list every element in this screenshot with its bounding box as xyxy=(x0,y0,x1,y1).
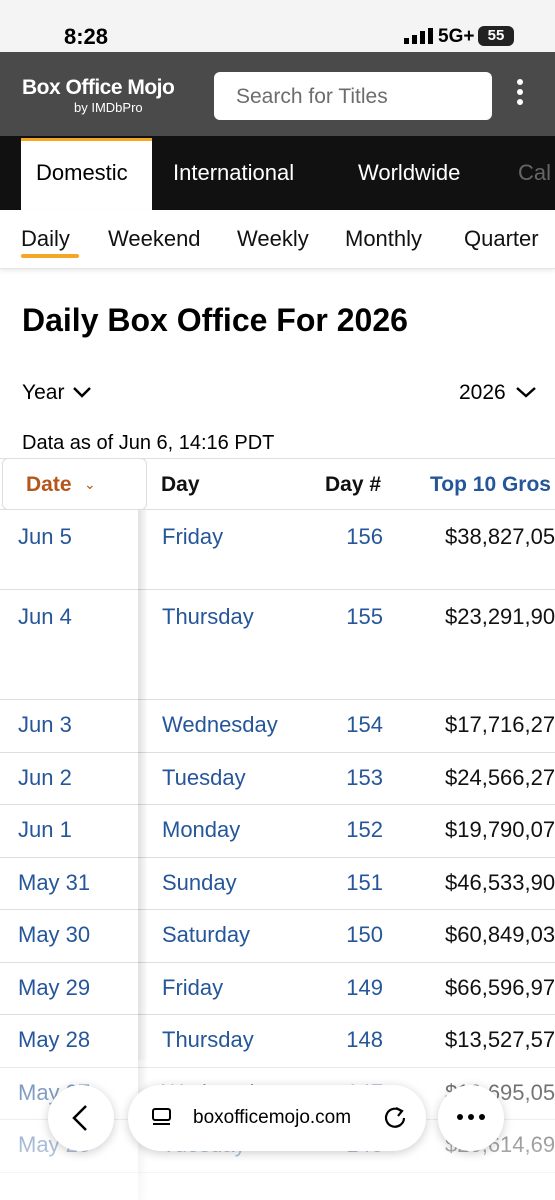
gross-cell: $13,527,57 xyxy=(445,1027,555,1052)
search-placeholder: Search for Titles xyxy=(236,85,388,108)
gross-cell: $23,291,90 xyxy=(445,604,555,629)
day-number-cell[interactable]: 148 xyxy=(346,1027,383,1052)
day-cell[interactable]: Thursday xyxy=(162,604,254,629)
status-bar xyxy=(0,0,555,52)
time: 8:28 xyxy=(64,24,109,49)
day-cell[interactable]: Friday xyxy=(162,974,224,1000)
signal-icon xyxy=(404,28,433,44)
chevron xyxy=(73,387,91,398)
date-cell[interactable]: Jun 4 xyxy=(18,604,72,629)
subtab[interactable]: Daily xyxy=(21,226,70,251)
day-number-cell[interactable]: 150 xyxy=(346,922,383,947)
gross-cell: $38,827,05 xyxy=(445,524,555,549)
day-cell[interactable]: Saturday xyxy=(162,922,251,947)
network: 5G+ xyxy=(438,26,475,47)
page-title: Daily Box Office For 2026 xyxy=(22,302,408,338)
column-header[interactable]: Day # xyxy=(325,473,382,496)
tab[interactable]: Cal xyxy=(518,160,552,185)
filter-label[interactable]: Year xyxy=(22,381,65,404)
tab[interactable]: International xyxy=(173,160,295,185)
date-cell[interactable]: May 30 xyxy=(18,922,91,947)
url: boxofficemojo.com xyxy=(193,1107,352,1128)
tabs-icon xyxy=(152,1108,171,1125)
column-header[interactable]: Date xyxy=(26,473,72,496)
day-number-cell[interactable]: 153 xyxy=(346,764,383,790)
battery: 55 xyxy=(478,26,514,46)
date-cell[interactable]: Jun 2 xyxy=(18,764,72,790)
date-cell[interactable]: May 29 xyxy=(18,974,91,1000)
day-cell[interactable]: Tuesday xyxy=(162,764,246,790)
row-border xyxy=(0,751,555,753)
column-header[interactable]: Day xyxy=(161,473,200,496)
active-tab xyxy=(21,138,152,210)
subtab-underline xyxy=(21,254,79,258)
url-pill[interactable] xyxy=(128,1085,426,1151)
subtab[interactable]: Monthly xyxy=(345,226,423,251)
data-note: Data as of Jun 6, 14:16 PDT xyxy=(22,432,275,454)
sort-icon: ⌄ xyxy=(84,476,96,492)
more-icon xyxy=(457,1114,485,1120)
date-header-box xyxy=(2,458,147,510)
subtab[interactable]: Weekly xyxy=(237,226,309,251)
day-number-cell[interactable]: 151 xyxy=(346,869,383,895)
row-border xyxy=(0,961,555,963)
row-border xyxy=(0,589,555,590)
subtab[interactable]: Weekend xyxy=(108,226,201,251)
day-number-cell[interactable]: 156 xyxy=(346,524,383,549)
logo-sub: by IMDbPro xyxy=(74,100,143,115)
date-cell[interactable]: Jun 3 xyxy=(18,712,72,737)
tab[interactable]: Worldwide xyxy=(358,160,461,185)
day-cell[interactable]: Thursday xyxy=(162,1027,254,1052)
menu-icon[interactable] xyxy=(514,78,526,106)
day-number-cell[interactable]: 149 xyxy=(346,974,383,1000)
row-border xyxy=(0,856,555,858)
gross-cell: $17,716,27 xyxy=(445,712,555,737)
row-border xyxy=(0,804,555,805)
day-cell[interactable]: Sunday xyxy=(162,869,237,895)
date-cell[interactable]: May 31 xyxy=(18,869,91,895)
day-number-cell[interactable]: 155 xyxy=(346,604,383,629)
gross-cell: $19,790,07 xyxy=(445,817,555,842)
reload-icon[interactable] xyxy=(382,1105,408,1131)
back-icon xyxy=(72,1105,87,1131)
gross-cell: $24,566,27 xyxy=(445,764,555,790)
logo[interactable]: Box Office Mojo xyxy=(22,76,175,99)
date-cell[interactable]: Jun 1 xyxy=(18,817,72,842)
gross-cell: $60,849,03 xyxy=(445,922,555,947)
gross-cell: $66,596,97 xyxy=(445,974,555,1000)
day-number-cell[interactable]: 152 xyxy=(346,817,383,842)
subtab-bar xyxy=(0,210,555,269)
day-number-cell[interactable]: 154 xyxy=(346,712,383,737)
filter-value[interactable]: 2026 xyxy=(459,381,506,404)
day-cell[interactable]: Friday xyxy=(162,524,224,549)
row-border xyxy=(0,699,555,700)
sticky-column-shadow xyxy=(138,510,148,1200)
day-cell[interactable]: Monday xyxy=(162,817,241,842)
date-cell[interactable]: May 28 xyxy=(18,1027,91,1052)
tab[interactable]: Domestic xyxy=(36,160,128,185)
search-box[interactable] xyxy=(214,72,492,120)
column-header[interactable]: Top 10 Gros xyxy=(430,473,551,496)
chevron xyxy=(516,387,536,398)
date-cell[interactable]: Jun 5 xyxy=(18,524,72,549)
day-cell[interactable]: Wednesday xyxy=(162,712,278,737)
subtab[interactable]: Quarter xyxy=(464,226,539,251)
back-button[interactable] xyxy=(48,1085,114,1151)
row-border xyxy=(0,1014,555,1015)
gross-cell: $46,533,90 xyxy=(445,869,555,895)
row-border xyxy=(0,909,555,910)
